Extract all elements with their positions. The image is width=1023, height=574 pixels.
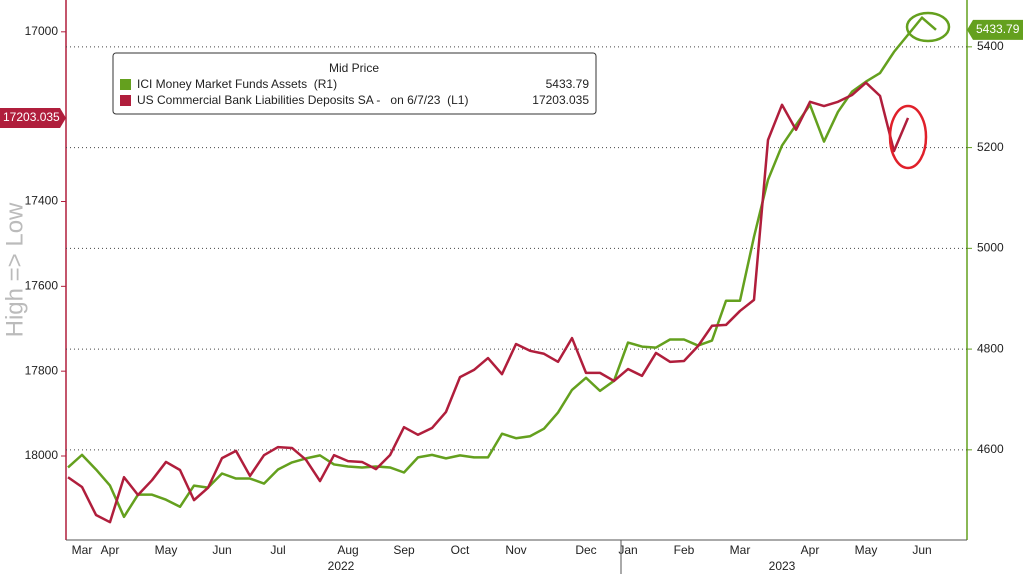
legend-swatch: [120, 95, 131, 106]
y2-tick-label: 5400: [977, 39, 1004, 53]
y2-tick-label: 5000: [977, 241, 1004, 255]
x-tick-label: Oct: [451, 543, 470, 557]
year-label: 2022: [328, 559, 355, 573]
x-tick-label: Jun: [912, 543, 931, 557]
last-value-marker: [967, 19, 1023, 40]
series-line: [67, 81, 910, 524]
x-tick-label: Jan: [618, 543, 637, 557]
highlight-ellipse: [888, 104, 928, 170]
axis-label: High => Low: [1, 202, 28, 337]
x-tick-label: Jun: [212, 543, 231, 557]
y-tick-label: 17600: [25, 279, 59, 293]
x-tick-label: Jul: [270, 543, 285, 557]
highlight-ellipse: [905, 11, 951, 43]
legend-label: ICI Money Market Funds Assets (R1): [137, 77, 337, 91]
last-value-label: 5433.79: [976, 22, 1020, 36]
series-line: [67, 16, 937, 519]
x-tick-label: Aug: [337, 543, 358, 557]
y2-tick-label: 5200: [977, 140, 1004, 154]
x-tick-label: May: [855, 543, 878, 557]
x-tick-label: Dec: [575, 543, 596, 557]
x-tick-label: Sep: [393, 543, 415, 557]
legend: Mid Price ICI Money Market Funds Assets …: [112, 52, 597, 115]
x-tick-label: May: [155, 543, 178, 557]
legend-label: US Commercial Bank Liabilities Deposits …: [137, 93, 468, 107]
legend-box: [112, 52, 597, 115]
x-tick-label: Feb: [674, 543, 695, 557]
last-value-label: 17203.035: [3, 110, 60, 124]
legend-title: Mid Price: [329, 61, 379, 75]
legend-value: 17203.035: [532, 93, 589, 107]
y2-tick-label: 4600: [977, 442, 1004, 456]
y-tick-label: 17800: [25, 363, 59, 377]
year-label: 2023: [769, 559, 796, 573]
legend-swatch: [120, 79, 131, 90]
y-tick-label: 18000: [25, 448, 59, 462]
last-value-marker: [0, 107, 66, 128]
x-tick-label: Apr: [101, 543, 120, 557]
x-tick-label: Mar: [730, 543, 751, 557]
x-tick-label: Nov: [505, 543, 526, 557]
legend-value: 5433.79: [546, 77, 590, 91]
y2-tick-label: 4800: [977, 341, 1004, 355]
x-tick-label: Mar: [72, 543, 93, 557]
y-tick-label: 17000: [25, 24, 59, 38]
y-tick-label: 17400: [25, 194, 59, 208]
x-tick-label: Apr: [801, 543, 820, 557]
